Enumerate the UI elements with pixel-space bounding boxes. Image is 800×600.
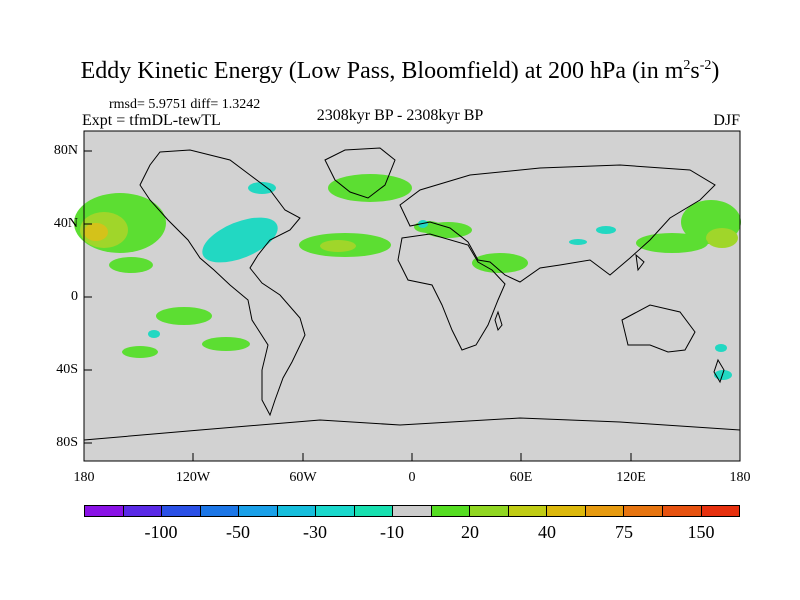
lon-label-0: 0: [408, 470, 416, 485]
new-zealand-coastline: [713, 358, 725, 384]
negative-region: [715, 344, 727, 352]
colorbar-label: -50: [226, 522, 250, 542]
season-label: DJF: [713, 112, 740, 129]
colorbar: [84, 505, 740, 517]
lat-label-80s: 80S: [56, 435, 78, 450]
negative-region: [148, 330, 160, 338]
colorbar-swatch: [701, 506, 740, 516]
positive-region: [320, 240, 356, 252]
lon-label-180w: 180: [73, 470, 95, 485]
colorbar-swatch: [393, 506, 432, 516]
colorbar-swatch: [316, 506, 355, 516]
colorbar-swatch: [354, 506, 394, 516]
colorbar-label: 75: [615, 522, 633, 542]
colorbar-label: -30: [303, 522, 327, 542]
positive-region: [109, 257, 153, 273]
colorbar-swatch: [547, 506, 586, 516]
colorbar-swatch: [162, 506, 201, 516]
colorbar-swatch: [123, 506, 163, 516]
positive-region: [84, 223, 108, 241]
title-exponent-1: 2: [683, 58, 691, 73]
map-background: [84, 131, 740, 461]
colorbar-swatch: [85, 506, 124, 516]
colorbar-swatch: [470, 506, 509, 516]
colorbar-label: -100: [144, 522, 178, 542]
colorbar-swatch: [585, 506, 625, 516]
colorbar-swatch: [508, 506, 548, 516]
colorbar-label: 150: [687, 522, 715, 542]
period-label: 2308kyr BP - 2308kyr BP: [316, 107, 484, 124]
australia-coastline: [621, 304, 696, 353]
lon-label-120e: 120E: [616, 470, 646, 485]
plot-title: Eddy Kinetic Energy (Low Pass, Bloomfiel…: [0, 58, 800, 85]
greenland-coastline: [324, 147, 396, 199]
colorbar-swatch: [277, 506, 317, 516]
madagascar-coastline: [494, 310, 503, 332]
positive-region-arabia: [472, 253, 528, 273]
positive-region-north-atlantic: [328, 174, 412, 202]
negative-region: [596, 226, 616, 234]
colorbar-swatch: [239, 506, 278, 516]
contour-fills: [74, 174, 741, 380]
colorbar-swatch: [662, 506, 702, 516]
colorbar-swatch: [431, 506, 471, 516]
lon-label-60e: 60E: [509, 470, 533, 485]
title-text-s: s: [690, 58, 700, 84]
philippines-coastline: [635, 253, 645, 272]
colorbar-swatch: [624, 506, 663, 516]
lat-label-40s: 40S: [56, 362, 78, 377]
positive-region: [122, 346, 158, 358]
negative-region: [418, 220, 428, 228]
negative-region: [569, 239, 587, 245]
lat-label-0: 0: [71, 289, 78, 304]
stats-text: rmsd= 5.9751 diff= 1.3242: [109, 97, 261, 112]
lon-label-60w: 60W: [289, 470, 317, 485]
title-exponent-2: -2: [699, 58, 712, 73]
colorbar-label: 40: [538, 522, 556, 542]
tick-marks: [83, 150, 741, 461]
positive-region: [202, 337, 250, 351]
colorbar-swatch: [200, 506, 240, 516]
antarctica-coastline: [83, 417, 741, 441]
americas-coastline: [139, 149, 306, 417]
lat-label-40n: 40N: [53, 216, 78, 231]
negative-region-north-america: [202, 217, 278, 263]
positive-region: [424, 222, 472, 238]
negative-region-hudson: [248, 182, 276, 194]
experiment-label: Expt = tfmDL-tewTL: [82, 112, 221, 129]
title-close-paren: ): [711, 58, 720, 84]
lat-label-80n: 80N: [53, 143, 78, 158]
positive-region: [636, 233, 708, 253]
colorbar-label: 20: [461, 522, 479, 542]
lon-label-120w: 120W: [175, 470, 211, 485]
eurasia-coastline: [399, 164, 716, 283]
colorbar-label: -10: [380, 522, 404, 542]
positive-region-south-pacific: [156, 307, 212, 325]
lon-label-180e: 180: [729, 470, 751, 485]
title-text: Eddy Kinetic Energy (Low Pass, Bloomfiel…: [80, 58, 684, 84]
africa-coastline: [397, 233, 506, 351]
positive-region: [706, 228, 738, 248]
coastlines: [83, 147, 741, 441]
negative-region-new-zealand: [714, 370, 732, 380]
